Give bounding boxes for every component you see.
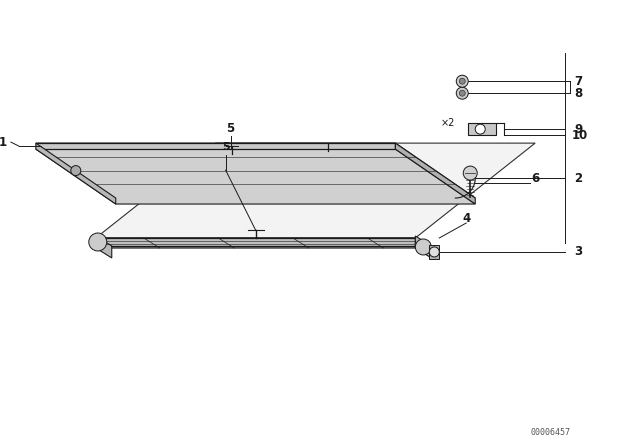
Circle shape — [89, 233, 107, 251]
Text: 5: 5 — [222, 142, 229, 152]
Text: 9: 9 — [574, 123, 582, 136]
Circle shape — [456, 75, 468, 87]
Text: 2: 2 — [574, 172, 582, 185]
Polygon shape — [96, 238, 415, 246]
Circle shape — [476, 124, 485, 134]
Circle shape — [456, 87, 468, 99]
Text: 6: 6 — [531, 172, 540, 185]
Text: 3: 3 — [574, 246, 582, 258]
Polygon shape — [396, 143, 476, 204]
Text: 7: 7 — [574, 75, 582, 88]
Polygon shape — [36, 143, 116, 204]
Polygon shape — [36, 143, 476, 198]
Text: 10: 10 — [572, 129, 588, 142]
Circle shape — [429, 247, 439, 257]
Polygon shape — [96, 143, 535, 238]
Polygon shape — [36, 143, 396, 149]
Circle shape — [460, 90, 465, 96]
Polygon shape — [415, 236, 431, 258]
Polygon shape — [468, 123, 496, 135]
Circle shape — [460, 78, 465, 84]
Text: 1: 1 — [0, 136, 7, 149]
Circle shape — [71, 166, 81, 176]
Text: ×2: ×2 — [441, 118, 456, 128]
Polygon shape — [36, 149, 476, 204]
Circle shape — [415, 239, 431, 255]
Polygon shape — [96, 238, 431, 248]
Circle shape — [463, 166, 477, 180]
Polygon shape — [96, 236, 112, 258]
Text: 5: 5 — [227, 122, 235, 135]
Text: 8: 8 — [574, 87, 582, 100]
Text: 4: 4 — [462, 211, 470, 224]
Text: 00006457: 00006457 — [530, 428, 570, 437]
Polygon shape — [429, 245, 439, 259]
